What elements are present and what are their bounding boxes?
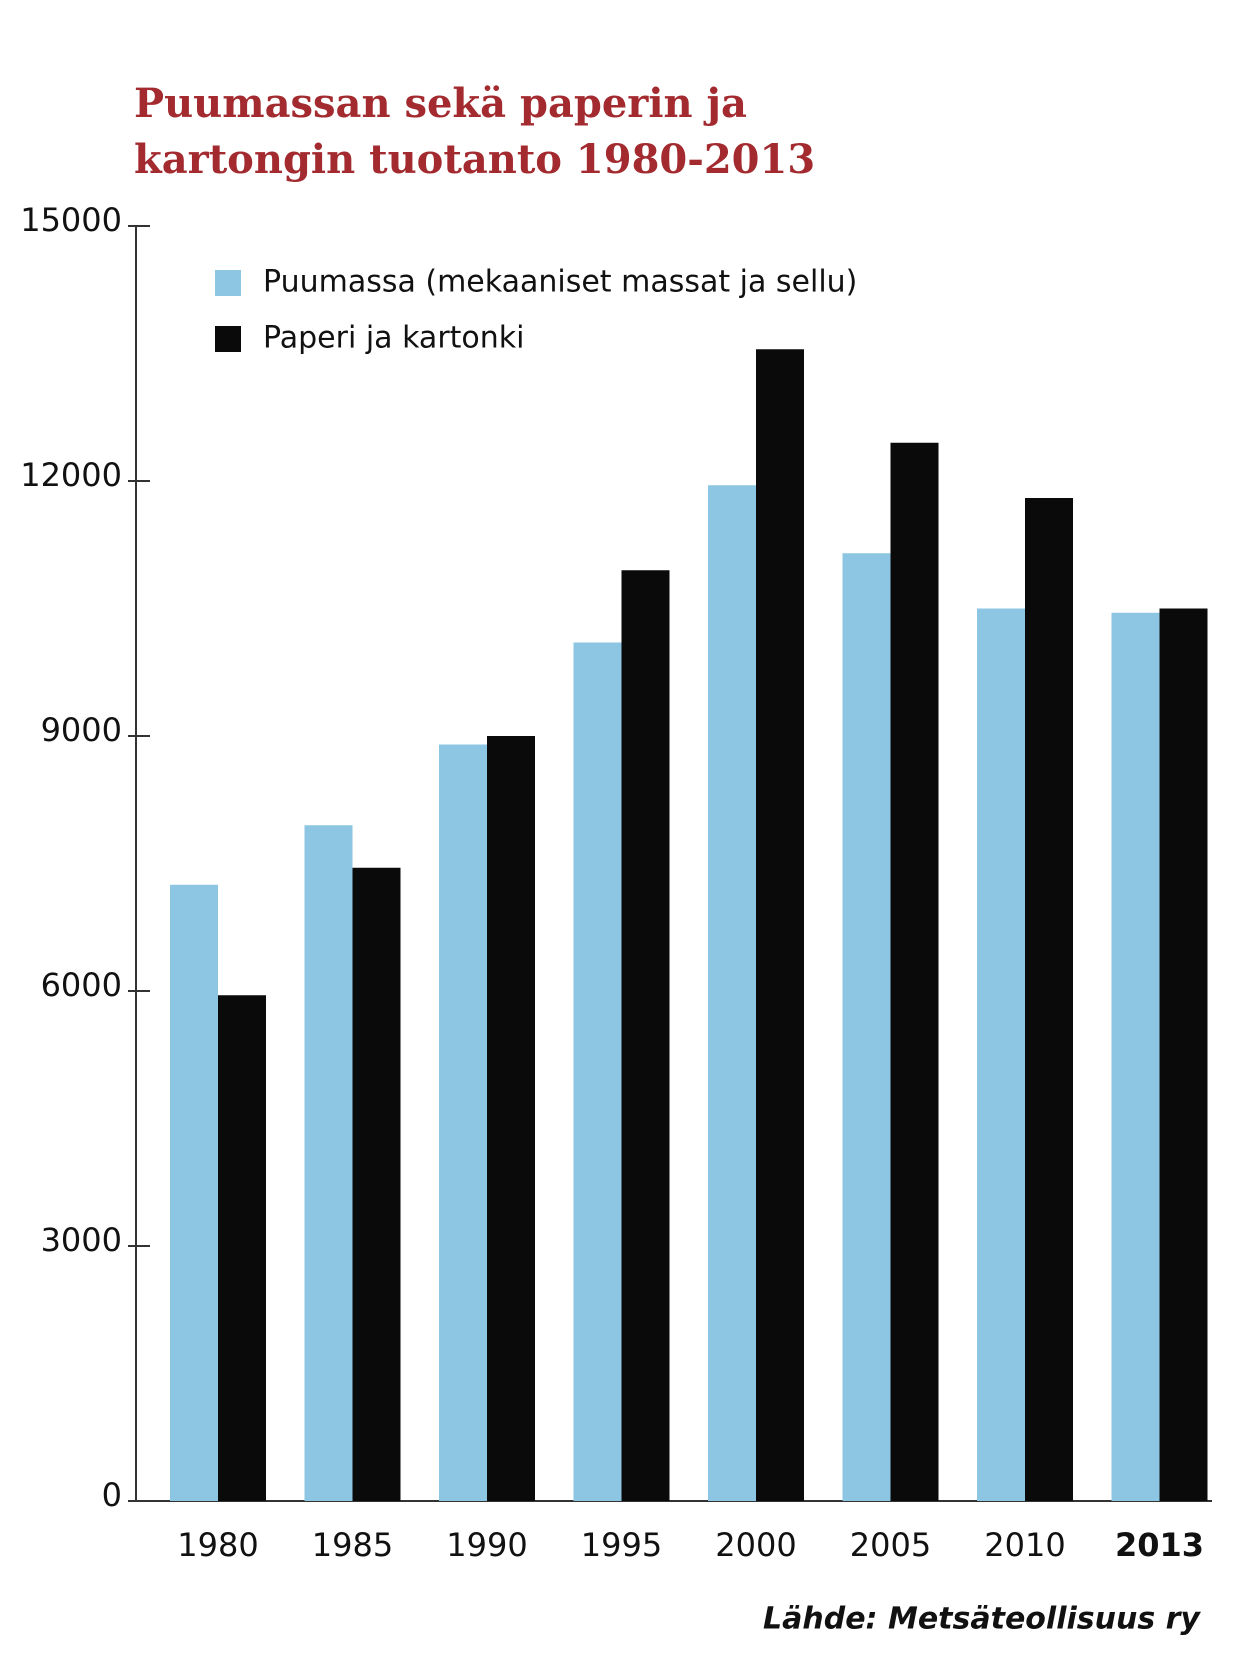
bar: [439, 744, 487, 1501]
bar: [573, 642, 622, 1501]
bar: [621, 570, 670, 1501]
x-tick-label: 2013: [1115, 1526, 1204, 1564]
bar: [977, 608, 1025, 1501]
legend-swatch: [215, 270, 241, 296]
bar: [842, 553, 891, 1501]
x-tick-label: 1980: [177, 1526, 258, 1564]
chart-title: Puumassan sekä paperin ja: [134, 80, 747, 127]
bar: [1025, 498, 1073, 1501]
y-tick-label: 6000: [41, 966, 122, 1004]
bar: [890, 442, 939, 1501]
y-tick-label: 12000: [20, 456, 122, 494]
y-tick-label: 15000: [20, 201, 122, 239]
y-tick-label: 3000: [41, 1221, 122, 1259]
x-tick-label: 2000: [715, 1526, 796, 1564]
bar: [1159, 608, 1208, 1501]
bar: [708, 485, 756, 1501]
bar: [218, 995, 266, 1501]
x-tick-label: 1995: [581, 1526, 662, 1564]
x-tick-label: 1990: [446, 1526, 527, 1564]
x-tick-label: 1985: [312, 1526, 393, 1564]
x-tick-label: 2010: [984, 1526, 1065, 1564]
bar: [304, 825, 353, 1501]
bar: [487, 736, 535, 1501]
bar: [352, 867, 401, 1501]
x-tick-label: 2005: [850, 1526, 931, 1564]
bar: [756, 349, 804, 1501]
y-tick-label: 0: [102, 1476, 122, 1514]
legend-label: Paperi ja kartonki: [263, 321, 525, 356]
legend-swatch: [215, 326, 241, 352]
bar: [1111, 612, 1160, 1501]
y-tick-label: 9000: [41, 711, 122, 749]
source: Lähde: Metsäteollisuus ry: [763, 1602, 1201, 1637]
bar: [170, 884, 218, 1501]
legend-label: Puumassa (mekaaniset massat ja sellu): [263, 265, 857, 300]
chart-title: kartongin tuotanto 1980-2013: [134, 136, 815, 183]
